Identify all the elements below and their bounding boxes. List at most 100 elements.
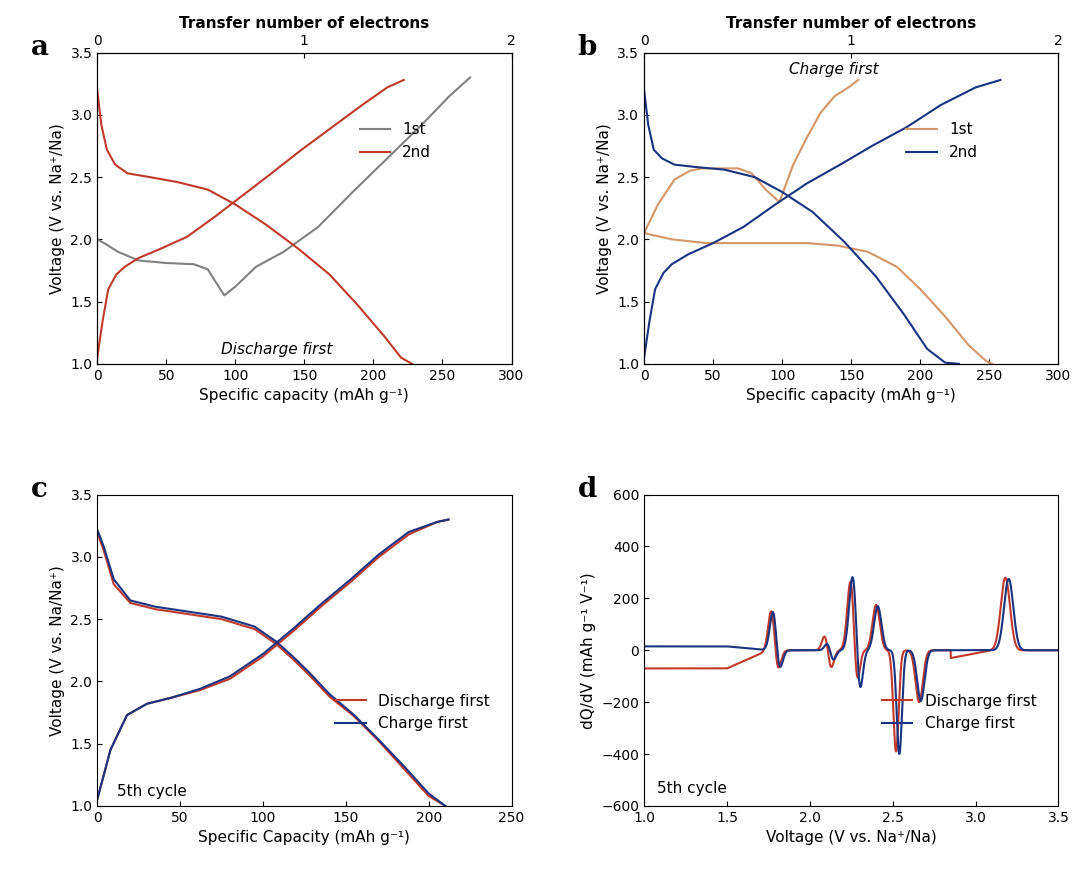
Text: b: b — [578, 34, 597, 60]
1st — [669, 174, 681, 185]
2nd — [397, 74, 410, 85]
Legend: Discharge first, Charge first: Discharge first, Charge first — [876, 688, 1042, 738]
Discharge first — [659, 663, 672, 674]
Text: d: d — [578, 476, 597, 503]
1st — [132, 255, 145, 265]
Discharge first — [373, 552, 386, 562]
1st — [651, 199, 664, 209]
Discharge first — [999, 572, 1012, 583]
2nd — [208, 212, 221, 223]
Y-axis label: dQ/dV (mAh g⁻¹ V⁻¹): dQ/dV (mAh g⁻¹ V⁻¹) — [581, 572, 596, 729]
Discharge first — [1040, 645, 1053, 655]
2nd — [769, 199, 782, 209]
1st — [828, 91, 841, 102]
Legend: 1st, 2nd: 1st, 2nd — [901, 117, 984, 166]
Charge first — [345, 574, 357, 584]
Charge first — [1052, 645, 1065, 655]
2nd — [834, 159, 847, 170]
Text: 5th cycle: 5th cycle — [117, 784, 187, 799]
2nd — [235, 190, 248, 201]
1st — [312, 222, 325, 232]
2nd — [994, 74, 1007, 85]
Charge first — [1040, 645, 1053, 655]
Discharge first — [964, 649, 977, 660]
Charge first — [256, 649, 269, 660]
Discharge first — [1052, 645, 1065, 655]
Y-axis label: Voltage (V vs. Na/Na⁺): Voltage (V vs. Na/Na⁺) — [50, 565, 65, 736]
Line: 1st: 1st — [97, 77, 470, 295]
1st — [218, 290, 231, 300]
Charge first — [193, 683, 206, 694]
Line: Charge first: Charge first — [644, 577, 1058, 754]
Charge first — [373, 549, 386, 560]
1st — [278, 246, 291, 257]
Charge first — [121, 710, 134, 720]
Charge first — [104, 745, 117, 755]
1st — [759, 184, 772, 194]
2nd — [934, 100, 947, 110]
1st — [637, 228, 650, 238]
Discharge first — [345, 576, 357, 587]
2nd — [657, 268, 670, 279]
2nd — [132, 253, 145, 264]
Text: c: c — [31, 476, 48, 503]
X-axis label: Voltage (V vs. Na⁺/Na): Voltage (V vs. Na⁺/Na) — [766, 830, 936, 845]
2nd — [180, 231, 193, 242]
2nd — [102, 284, 114, 294]
Charge first — [165, 692, 178, 703]
Text: a: a — [31, 34, 49, 60]
Discharge first — [402, 529, 415, 540]
Legend: Discharge first, Charge first: Discharge first, Charge first — [328, 688, 496, 738]
1st — [201, 264, 214, 274]
X-axis label: Transfer number of electrons: Transfer number of electrons — [726, 16, 976, 32]
Text: Charge first: Charge first — [789, 61, 879, 77]
Discharge first — [442, 514, 455, 525]
1st — [443, 91, 456, 102]
1st — [229, 281, 242, 292]
1st — [347, 187, 360, 197]
Line: 2nd: 2nd — [97, 80, 404, 357]
Line: Discharge first: Discharge first — [644, 577, 1058, 752]
X-axis label: Specific Capacity (mAh g⁻¹): Specific Capacity (mAh g⁻¹) — [199, 830, 410, 845]
X-axis label: Specific capacity (mAh g⁻¹): Specific capacity (mAh g⁻¹) — [200, 388, 409, 403]
1st — [696, 163, 708, 173]
Discharge first — [1040, 645, 1053, 655]
Discharge first — [91, 795, 104, 805]
1st — [786, 159, 799, 170]
Discharge first — [637, 663, 650, 674]
Discharge first — [104, 745, 117, 755]
1st — [463, 72, 476, 82]
2nd — [649, 284, 662, 294]
Charge first — [828, 653, 841, 664]
Y-axis label: Voltage (V vs. Na⁺/Na): Voltage (V vs. Na⁺/Na) — [50, 123, 65, 293]
2nd — [643, 315, 656, 326]
Discharge first — [286, 626, 299, 637]
Charge first — [637, 641, 650, 652]
Legend: 1st, 2nd: 1st, 2nd — [353, 117, 437, 166]
2nd — [637, 352, 650, 363]
Line: Discharge first: Discharge first — [97, 519, 448, 800]
1st — [416, 119, 429, 130]
1st — [160, 258, 173, 268]
1st — [745, 168, 758, 179]
2nd — [900, 122, 913, 132]
Discharge first — [165, 692, 178, 703]
Charge first — [286, 624, 299, 634]
2nd — [153, 244, 166, 255]
Discharge first — [890, 746, 903, 757]
Discharge first — [140, 698, 153, 709]
2nd — [665, 259, 678, 270]
2nd — [264, 169, 276, 180]
Line: Charge first: Charge first — [97, 519, 448, 800]
Charge first — [224, 671, 237, 682]
Charge first — [846, 572, 859, 583]
2nd — [110, 269, 123, 279]
1st — [800, 132, 813, 143]
Text: Discharge first: Discharge first — [221, 342, 333, 357]
1st — [91, 234, 104, 244]
2nd — [969, 82, 982, 93]
1st — [842, 82, 855, 93]
Charge first — [839, 635, 852, 646]
2nd — [295, 145, 308, 155]
1st — [773, 197, 786, 208]
